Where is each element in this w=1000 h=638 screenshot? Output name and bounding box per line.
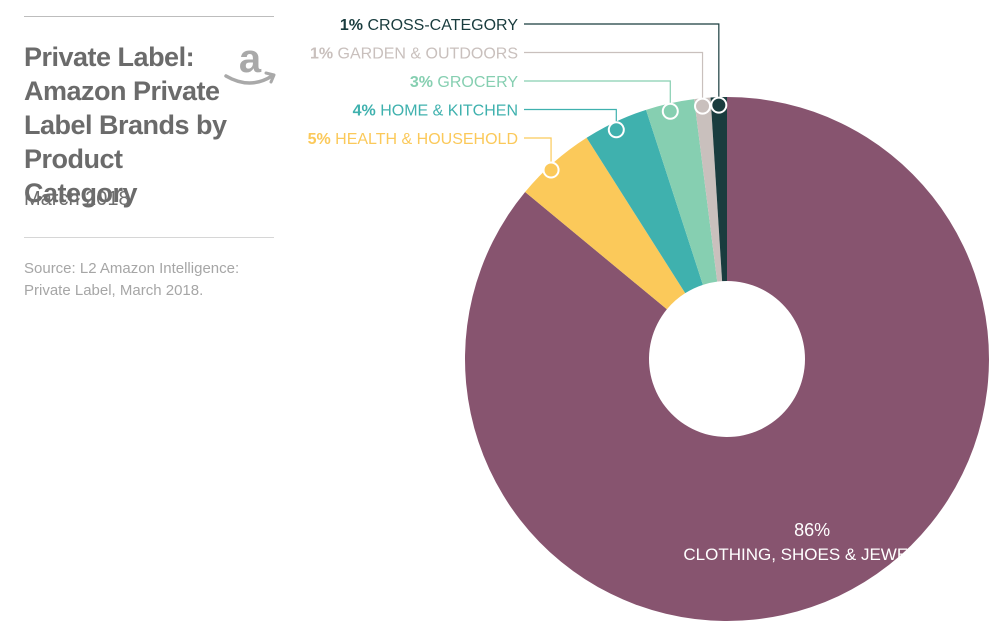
slice-category-label: CROSS-CATEGORY	[367, 17, 518, 34]
slice-label-garden-outdoors: 1% GARDEN & OUTDOORS	[310, 46, 518, 63]
slice-label-cross-category: 1% CROSS-CATEGORY	[340, 17, 518, 34]
chart-labels: 86% CLOTHING, SHOES & JEWELRY 5% HEALTH & …	[308, 17, 941, 564]
slice-category-label: HEALTH & HOUSEHOLD	[335, 131, 518, 148]
slice-pct-label: 1%	[310, 46, 338, 63]
slice-label-home-kitchen: 4% HOME & KITCHEN	[353, 103, 518, 120]
leader-line	[524, 23, 720, 106]
leader-dot	[710, 96, 728, 114]
slice-category-label: GARDEN & OUTDOORS	[338, 46, 518, 63]
slice-health-household	[525, 137, 686, 310]
slice-category-label: GROCERY	[437, 74, 518, 91]
slice-cross-category	[710, 97, 727, 282]
slice-pct-label: 86%	[794, 520, 830, 540]
slice-category-label: HOME & KITCHEN	[380, 103, 518, 120]
source-note: Source: L2 Amazon Intelligence: Private …	[24, 260, 240, 299]
leader-dot	[607, 121, 625, 139]
slice-category-label: CLOTHING, SHOES & JEWELRY	[683, 545, 941, 564]
leader-line	[524, 80, 671, 112]
page-subtitle: March 2018	[24, 188, 130, 210]
leader-line	[524, 137, 552, 170]
slice-garden-outdoors	[694, 97, 723, 282]
leader-dot	[542, 161, 560, 179]
chart-leader-lines	[524, 23, 728, 179]
chart-slices	[465, 97, 990, 621]
slice-pct-label: 5%	[308, 131, 336, 148]
slice-pct-label: 1%	[340, 17, 368, 34]
svg-text:a: a	[239, 38, 262, 81]
slice-pct-label: 3%	[410, 74, 438, 91]
slice-pct-label: 4%	[353, 103, 381, 120]
page-title: Private Label: Amazon Private Label Bran…	[24, 42, 227, 208]
leader-dot	[661, 102, 679, 120]
section-divider	[24, 237, 274, 238]
leader-line	[524, 108, 617, 130]
leader-dot	[694, 97, 712, 115]
top-divider	[24, 16, 274, 17]
leader-line	[524, 51, 704, 107]
slice-home-kitchen	[586, 109, 703, 294]
slice-clothing-shoes-jewelry	[465, 97, 990, 621]
slice-label-grocery: 3% GROCERY	[410, 74, 519, 91]
amazon-logo-icon: a	[224, 38, 276, 85]
slice-grocery	[646, 99, 718, 285]
slice-label-health-household: 5% HEALTH & HOUSEHOLD	[308, 131, 518, 148]
